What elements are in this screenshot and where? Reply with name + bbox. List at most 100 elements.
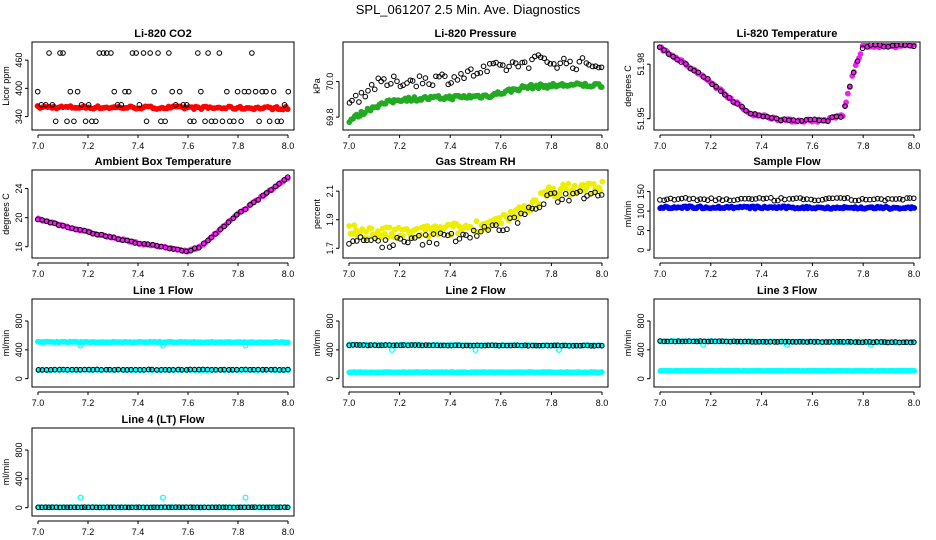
data-point [793, 339, 799, 345]
data-point [111, 88, 118, 95]
data-point [547, 60, 554, 67]
x-tick-label: 8.0 [908, 269, 921, 279]
data-point [162, 118, 168, 125]
data-point [474, 342, 481, 349]
data-point [405, 342, 411, 349]
data-point [220, 504, 226, 511]
plot-frame [31, 298, 295, 388]
data-point [364, 342, 371, 349]
x-tick-label: 7.2 [393, 141, 406, 151]
data-point [793, 195, 800, 201]
data-point [281, 102, 288, 108]
data-point [682, 338, 689, 345]
data-point [350, 342, 356, 348]
data-point [125, 504, 132, 511]
data-point [566, 197, 572, 204]
series-sample-ref [657, 195, 917, 204]
data-point [701, 196, 708, 203]
data-point [760, 196, 767, 202]
data-point [242, 206, 249, 213]
data-point [96, 504, 103, 511]
x-tick-label: 7.0 [654, 141, 667, 151]
data-point [260, 504, 266, 511]
data-point [519, 59, 525, 66]
y-tick-label: 800 [14, 443, 24, 458]
data-point [42, 102, 49, 108]
data-point [515, 63, 522, 70]
data-point [64, 118, 70, 125]
series-sample-flow [657, 203, 918, 212]
data-point [219, 118, 226, 125]
plot-frame [342, 298, 609, 388]
data-point [93, 504, 100, 511]
data-point [841, 195, 848, 202]
series-ambient [35, 175, 291, 255]
data-point [678, 195, 685, 202]
data-point [249, 504, 255, 511]
data-point [67, 504, 74, 511]
series-licor-co2 [34, 103, 291, 113]
data-point [544, 342, 551, 349]
x-tick-label: 7.2 [705, 269, 718, 279]
data-point [863, 339, 869, 345]
points-line1 [34, 338, 292, 374]
data-point [46, 504, 52, 511]
y-tick-label: 1.7 [325, 242, 335, 255]
data-point [169, 504, 175, 511]
x-tick-label: 7.8 [545, 141, 558, 151]
data-point [796, 338, 803, 345]
data-point [85, 102, 92, 108]
data-point [554, 199, 561, 205]
data-point [734, 338, 741, 345]
data-point [870, 339, 877, 346]
x-tick-label: 7.4 [132, 398, 145, 408]
x-tick-label: 7.6 [495, 269, 508, 279]
data-point [734, 196, 741, 203]
data-point [786, 196, 793, 202]
data-point [442, 73, 448, 79]
x-tick-label: 7.2 [393, 269, 406, 279]
data-point [896, 339, 903, 346]
data-point [140, 504, 147, 511]
data-point [141, 240, 148, 247]
data-point [39, 504, 45, 511]
series-line2-ref [346, 342, 605, 349]
data-point [90, 366, 96, 373]
points-line3 [657, 337, 918, 374]
data-point [514, 220, 521, 226]
chart-title: Li-820 Pressure [435, 28, 517, 40]
data-point [454, 77, 461, 83]
data-point [430, 231, 437, 237]
data-point [881, 339, 888, 345]
data-point [896, 195, 903, 202]
data-point [278, 118, 284, 125]
data-point [176, 504, 182, 511]
x-tick-label: 7.2 [82, 141, 95, 151]
data-point [473, 218, 480, 225]
data-point [225, 219, 232, 226]
data-point [196, 366, 202, 373]
data-point [726, 94, 733, 101]
y-tick-label: 0 [14, 505, 24, 510]
data-point [590, 181, 597, 187]
series-reference [34, 50, 292, 125]
data-point [179, 504, 186, 511]
data-point [256, 118, 262, 125]
data-point [245, 88, 252, 95]
data-point [251, 199, 257, 206]
data-point [521, 59, 528, 66]
data-point [481, 224, 488, 230]
data-point [525, 65, 532, 71]
data-point [459, 342, 466, 349]
data-point [592, 189, 598, 196]
data-point [506, 63, 512, 70]
data-point [165, 504, 172, 511]
y-axis-label: ml/min [1, 459, 11, 486]
data-point [452, 342, 459, 349]
chart-title: Li-820 Temperature [737, 28, 838, 40]
data-point [46, 50, 52, 56]
data-point [458, 71, 464, 77]
data-point [478, 228, 484, 235]
x-tick-label: 8.0 [908, 141, 921, 151]
chart-panel-line3: Line 3 Flow 7.0 7.2 7.4 7.6 7.8 8.0 0 400 800ml/m… [623, 285, 921, 408]
